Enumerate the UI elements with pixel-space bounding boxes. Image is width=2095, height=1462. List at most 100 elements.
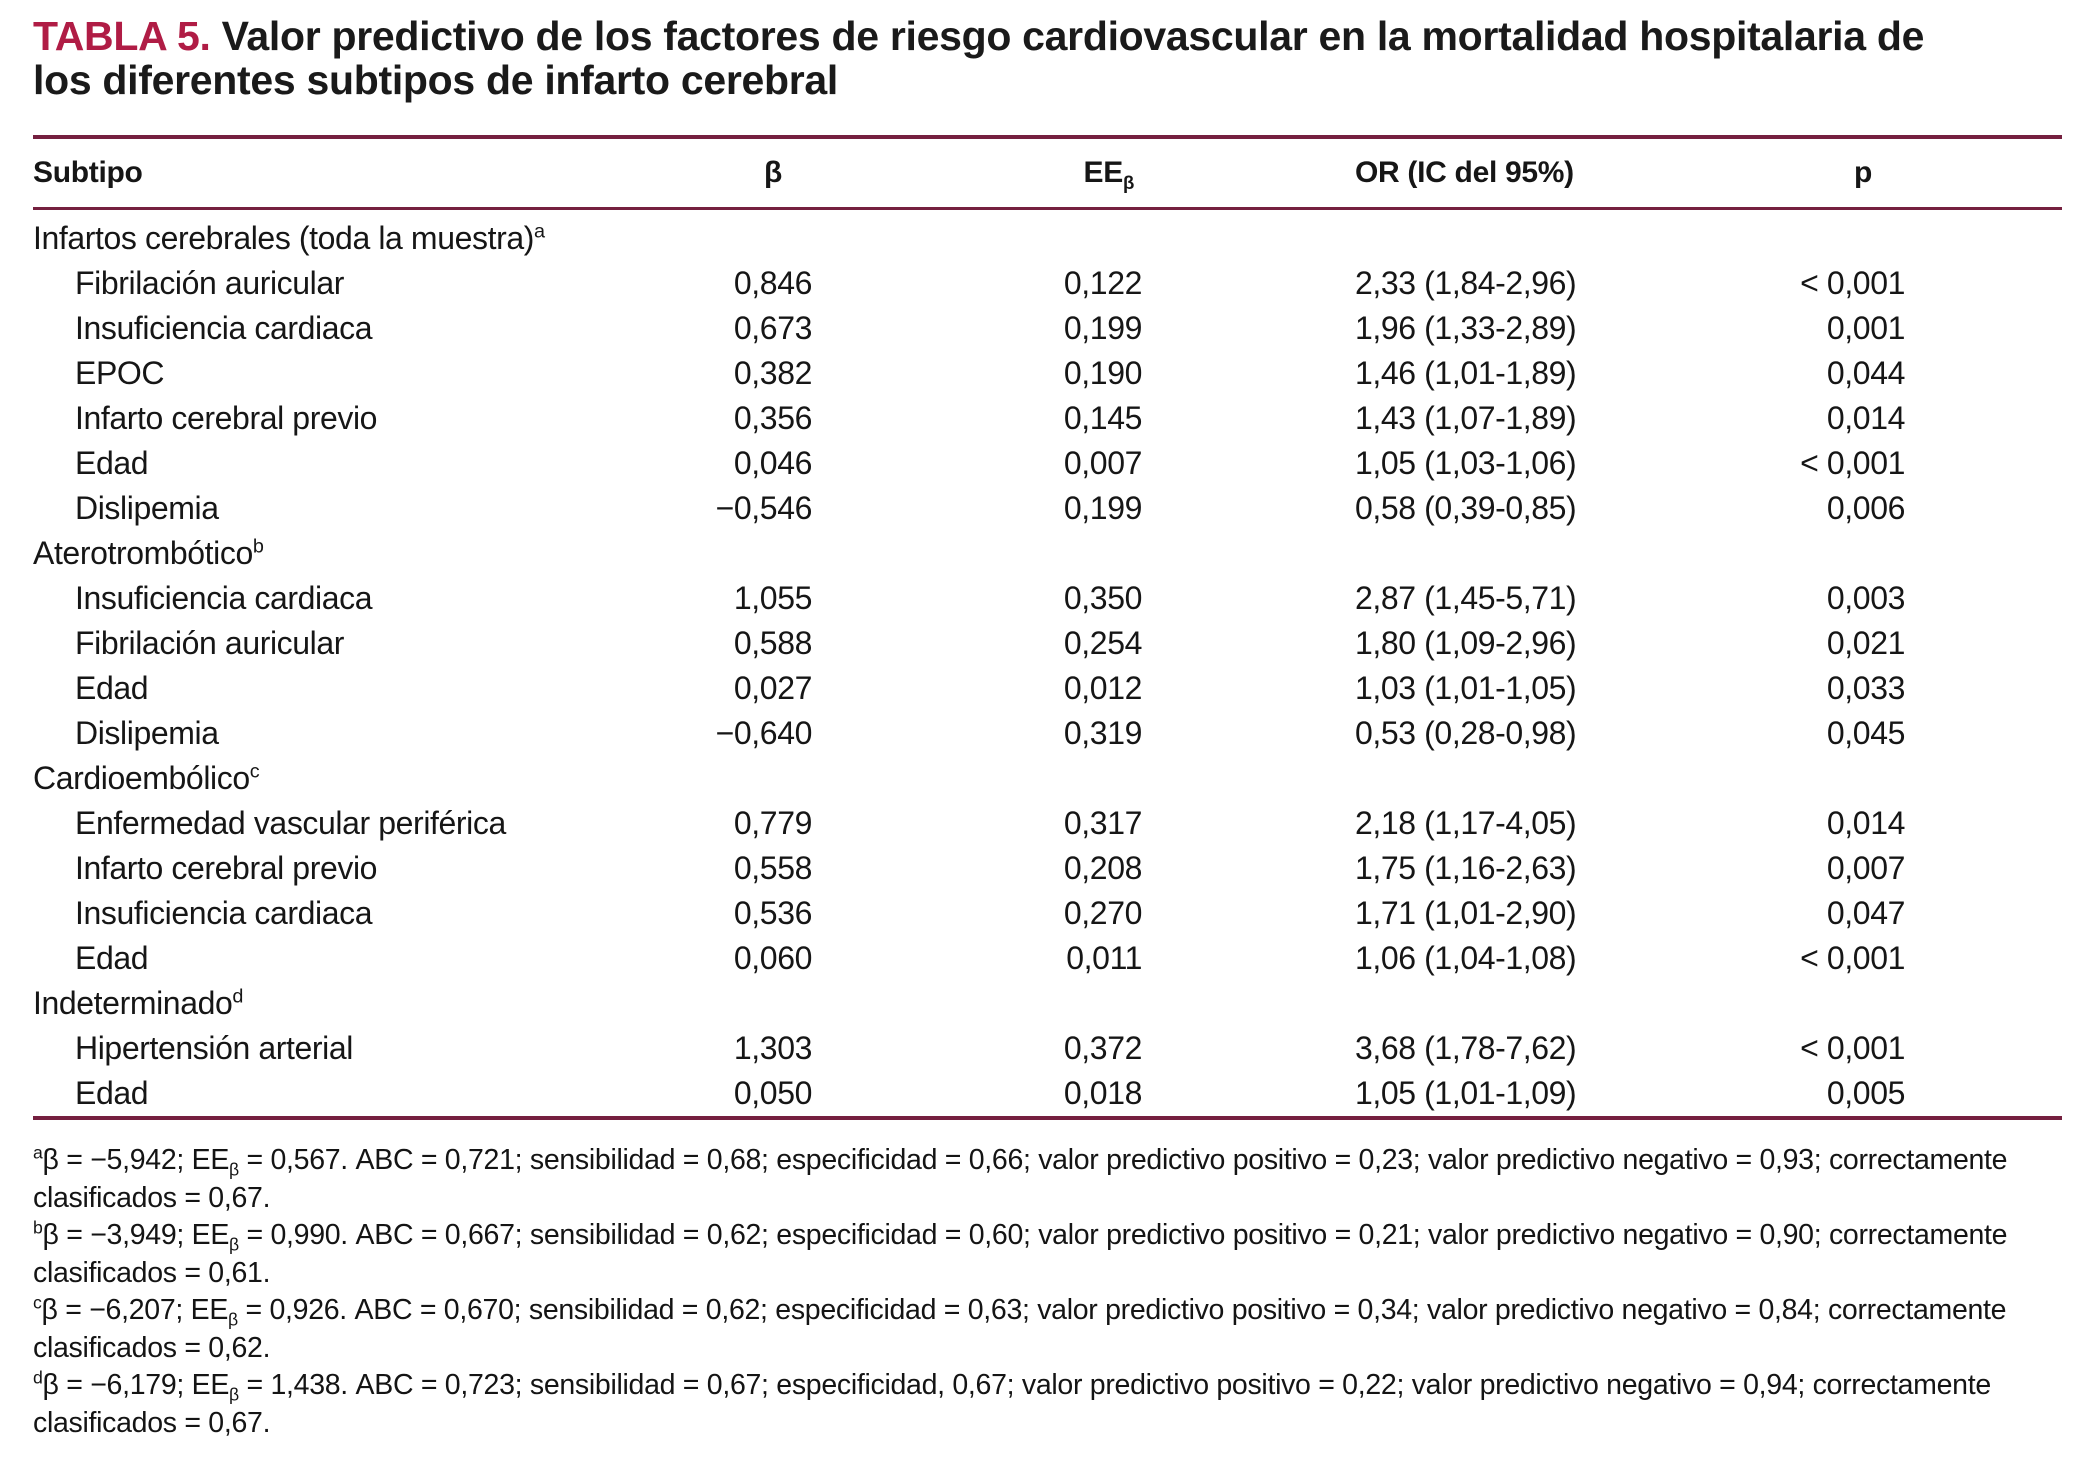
ee-cell: 0,254 xyxy=(1063,625,1142,661)
group-header-row: Infartos cerebrales (toda la muestra)a xyxy=(33,209,2062,262)
p-cell: 0,033 xyxy=(1826,670,1905,706)
footnote-marker: d xyxy=(33,1367,43,1388)
data-table: Subtipo β EEβ OR (IC del 95%) p Infartos… xyxy=(33,135,2062,1120)
beta-cell: 0,382 xyxy=(733,355,812,391)
or-cell: 1,03 (1,01-1,05) xyxy=(1355,670,1577,706)
or-cell: 2,33 (1,84-2,96) xyxy=(1355,265,1577,301)
risk-factor-cell: Infarto cerebral previo xyxy=(75,850,378,886)
risk-factor-cell: Fibrilación auricular xyxy=(75,265,345,301)
ee-cell: 0,012 xyxy=(1063,670,1142,706)
or-cell: 1,96 (1,33-2,89) xyxy=(1355,310,1577,346)
risk-factor-cell: Hipertensión arterial xyxy=(75,1030,353,1066)
group-label: Aterotrombóticob xyxy=(33,535,264,571)
ee-subscript: β xyxy=(1122,172,1134,193)
beta-cell: 0,588 xyxy=(733,625,812,661)
ee-cell: 0,270 xyxy=(1063,895,1142,931)
ee-subscript: β xyxy=(229,1234,239,1255)
footnote: dβ = −6,179; EEβ = 1,438. ABC = 0,723; s… xyxy=(33,1367,1991,1439)
data-row: Dislipemia −0,546 0,199 0,58 (0,39-0,85) 0,0… xyxy=(33,486,2062,531)
table-number-label: TABLA 5. xyxy=(33,13,211,59)
data-row: Enfermedad vascular periférica 0,779 0,317… xyxy=(33,801,2062,846)
p-cell: < 0,001 xyxy=(1800,445,1905,481)
data-row: Fibrilación auricular 0,846 0,122 2,33 (1,8… xyxy=(33,261,2062,306)
data-row: Infarto cerebral previo 0,558 0,208 1,75 (1… xyxy=(33,846,2062,891)
ee-cell: 0,007 xyxy=(1063,445,1142,481)
ee-cell: 0,199 xyxy=(1063,310,1142,346)
or-cell: 0,53 (0,28-0,98) xyxy=(1355,715,1577,751)
table-title-text: Valor predictivo de los factores de ries… xyxy=(33,13,1925,103)
ee-cell: 0,122 xyxy=(1063,265,1142,301)
p-cell: 0,001 xyxy=(1826,310,1905,346)
risk-factor-cell: EPOC xyxy=(75,355,165,391)
data-row: Edad 0,060 0,011 1,06 (1,04-1,08) < 0,001 xyxy=(33,936,2062,981)
data-row: Insuficiencia cardiaca 1,055 0,350 2,87 (1,… xyxy=(33,576,2062,621)
or-cell: 0,58 (0,39-0,85) xyxy=(1355,490,1577,526)
or-cell: 1,80 (1,09-2,96) xyxy=(1355,625,1577,661)
p-cell: < 0,001 xyxy=(1800,940,1905,976)
column-header-subtipo: Subtipo xyxy=(33,137,632,210)
or-cell: 3,68 (1,78-7,62) xyxy=(1355,1030,1577,1066)
group-label: Cardioembólicoc xyxy=(33,760,260,796)
p-cell: 0,005 xyxy=(1826,1075,1905,1111)
risk-factor-cell: Edad xyxy=(75,670,149,706)
p-cell: 0,045 xyxy=(1826,715,1905,751)
p-cell: 0,003 xyxy=(1826,580,1905,616)
ee-cell: 0,350 xyxy=(1063,580,1142,616)
header-row: Subtipo β EEβ OR (IC del 95%) p xyxy=(33,137,2062,210)
ee-subscript: β xyxy=(228,1309,238,1330)
data-row: Fibrilación auricular 0,588 0,254 1,80 (1,0… xyxy=(33,621,2062,666)
or-cell: 1,43 (1,07-1,89) xyxy=(1355,400,1577,436)
ee-cell: 0,018 xyxy=(1063,1075,1142,1111)
p-cell: 0,014 xyxy=(1826,805,1905,841)
data-row: EPOC 0,382 0,190 1,46 (1,01-1,89) 0,044 xyxy=(33,351,2062,396)
risk-factor-cell: Edad xyxy=(75,940,149,976)
beta-cell: 0,536 xyxy=(733,895,812,931)
ee-subscript: β xyxy=(229,1384,239,1405)
table-title: TABLA 5. Valor predictivo de los factore… xyxy=(33,14,1978,102)
table-body: Infartos cerebrales (toda la muestra)a Fi… xyxy=(33,209,2062,1119)
risk-factor-cell: Enfermedad vascular periférica xyxy=(75,805,506,841)
or-cell: 1,05 (1,01-1,09) xyxy=(1355,1075,1577,1111)
or-cell: 2,87 (1,45-5,71) xyxy=(1355,580,1577,616)
beta-cell: −0,640 xyxy=(715,715,812,751)
footnote-marker: a xyxy=(533,220,545,243)
ee-cell: 0,011 xyxy=(1066,940,1142,976)
footnote-marker: b xyxy=(33,1217,43,1238)
data-row: Edad 0,050 0,018 1,05 (1,01-1,09) 0,005 xyxy=(33,1071,2062,1118)
ee-cell: 0,317 xyxy=(1063,805,1142,841)
risk-factor-cell: Dislipemia xyxy=(75,715,219,751)
group-header-row: Cardioembólicoc xyxy=(33,756,2062,801)
group-header-row: Aterotrombóticob xyxy=(33,531,2062,576)
risk-factor-cell: Edad xyxy=(75,445,149,481)
risk-factor-cell: Infarto cerebral previo xyxy=(75,400,378,436)
table-footnotes: aβ = −5,942; EEβ = 0,567. ABC = 0,721; s… xyxy=(33,1142,2062,1442)
data-row: Insuficiencia cardiaca 0,536 0,270 1,71 (1,… xyxy=(33,891,2062,936)
ee-cell: 0,319 xyxy=(1063,715,1142,751)
data-row: Infarto cerebral previo 0,356 0,145 1,43 (1… xyxy=(33,396,2062,441)
or-cell: 1,46 (1,01-1,89) xyxy=(1355,355,1577,391)
group-label: Infartos cerebrales (toda la muestra)a xyxy=(33,220,545,256)
beta-cell: 0,027 xyxy=(733,670,812,706)
footnote: cβ = −6,207; EEβ = 0,926. ABC = 0,670; s… xyxy=(33,1292,2007,1364)
ee-cell: 0,145 xyxy=(1063,400,1142,436)
group-header-row: Indeterminadod xyxy=(33,981,2062,1026)
p-cell: 0,014 xyxy=(1826,400,1905,436)
risk-factor-cell: Insuficiencia cardiaca xyxy=(75,310,373,346)
column-header-beta: β xyxy=(632,137,812,210)
column-header-ee: EEβ xyxy=(812,137,1142,210)
p-cell: 0,047 xyxy=(1826,895,1905,931)
p-cell: 0,006 xyxy=(1826,490,1905,526)
data-row: Edad 0,046 0,007 1,05 (1,03-1,06) < 0,001 xyxy=(33,441,2062,486)
footnote: aβ = −5,942; EEβ = 0,567. ABC = 0,721; s… xyxy=(33,1142,2008,1214)
footnote-marker: d xyxy=(232,985,244,1008)
footnote-marker: b xyxy=(252,535,264,558)
footnote-marker: a xyxy=(33,1142,43,1163)
risk-factor-cell: Dislipemia xyxy=(75,490,219,526)
beta-cell: 0,060 xyxy=(733,940,812,976)
table-header: Subtipo β EEβ OR (IC del 95%) p xyxy=(33,137,2062,210)
ee-cell: 0,208 xyxy=(1063,850,1142,886)
p-cell: < 0,001 xyxy=(1800,1030,1905,1066)
beta-cell: 1,055 xyxy=(733,580,812,616)
ee-label: EE xyxy=(1083,156,1124,189)
